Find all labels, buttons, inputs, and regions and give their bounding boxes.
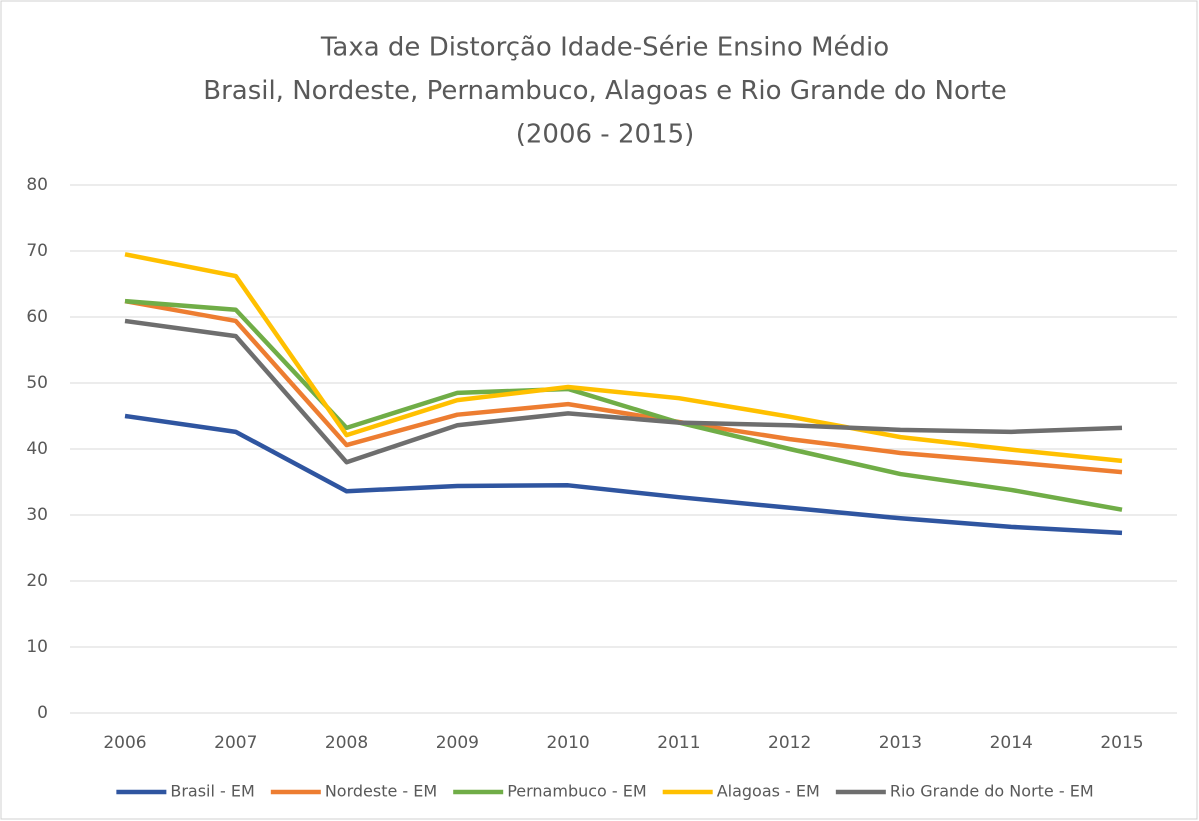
series-line [124, 298, 1123, 475]
series-line [124, 413, 1123, 536]
chart-title: (2006 - 2015) [516, 120, 695, 150]
y-tick-label: 10 [26, 637, 48, 657]
y-tick-label: 40 [26, 439, 48, 459]
y-tick-label: 60 [26, 307, 48, 327]
legend-label: Brasil - EM [170, 782, 254, 801]
x-tick-label: 2013 [879, 733, 922, 753]
x-tick-label: 2008 [325, 733, 368, 753]
x-tick-label: 2014 [990, 733, 1033, 753]
chart-title: Taxa de Distorção Idade-Série Ensino Méd… [320, 33, 889, 63]
legend-label: Pernambuco - EM [507, 782, 647, 801]
x-tick-label: 2015 [1100, 733, 1143, 753]
chart-title: Brasil, Nordeste, Pernambuco, Alagoas e … [203, 76, 1007, 106]
legend-label: Alagoas - EM [717, 782, 820, 801]
series-line [124, 298, 1123, 512]
x-tick-label: 2009 [436, 733, 479, 753]
series-line [124, 318, 1123, 465]
x-tick-label: 2012 [768, 733, 811, 753]
series-line [124, 252, 1123, 464]
x-tick-label: 2006 [103, 733, 146, 753]
y-tick-label: 30 [26, 505, 48, 525]
y-tick-label: 80 [26, 175, 48, 195]
legend-label: Nordeste - EM [325, 782, 437, 801]
legend-label: Rio Grande do Norte - EM [890, 782, 1094, 801]
x-tick-label: 2007 [214, 733, 257, 753]
y-tick-label: 20 [26, 571, 48, 591]
y-tick-label: 0 [37, 703, 48, 723]
y-tick-label: 50 [26, 373, 48, 393]
x-tick-label: 2011 [657, 733, 700, 753]
y-tick-label: 70 [26, 241, 48, 261]
x-tick-label: 2010 [546, 733, 589, 753]
